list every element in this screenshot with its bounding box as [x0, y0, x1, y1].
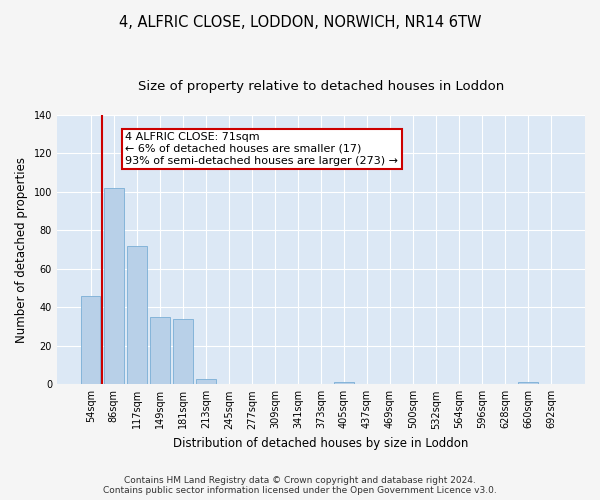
- Bar: [81, 296, 100, 384]
- Bar: [518, 382, 538, 384]
- Bar: [196, 378, 215, 384]
- Y-axis label: Number of detached properties: Number of detached properties: [15, 156, 28, 342]
- Bar: [104, 188, 124, 384]
- Bar: [150, 317, 170, 384]
- Bar: [334, 382, 354, 384]
- Bar: [173, 319, 193, 384]
- X-axis label: Distribution of detached houses by size in Loddon: Distribution of detached houses by size …: [173, 437, 469, 450]
- Bar: [127, 246, 146, 384]
- Text: Contains HM Land Registry data © Crown copyright and database right 2024.
Contai: Contains HM Land Registry data © Crown c…: [103, 476, 497, 495]
- Title: Size of property relative to detached houses in Loddon: Size of property relative to detached ho…: [138, 80, 504, 93]
- Text: 4, ALFRIC CLOSE, LODDON, NORWICH, NR14 6TW: 4, ALFRIC CLOSE, LODDON, NORWICH, NR14 6…: [119, 15, 481, 30]
- Text: 4 ALFRIC CLOSE: 71sqm
← 6% of detached houses are smaller (17)
93% of semi-detac: 4 ALFRIC CLOSE: 71sqm ← 6% of detached h…: [125, 132, 398, 166]
